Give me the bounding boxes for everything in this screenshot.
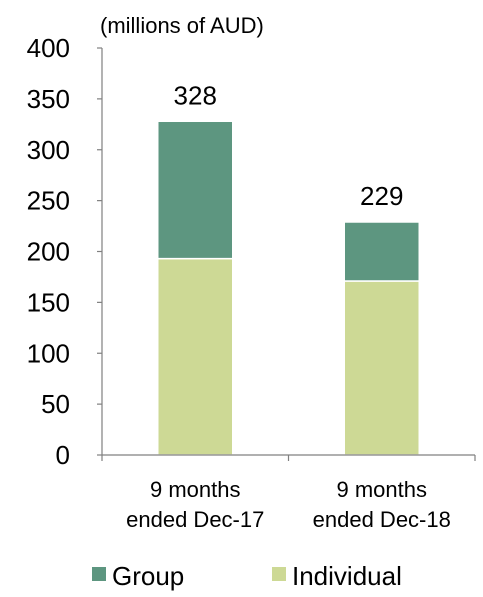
y-tick-label: 200 <box>27 237 70 267</box>
y-tick-label: 400 <box>27 33 70 63</box>
x-axis: 9 months ended Dec-17 9 months ended Dec-18 <box>101 454 476 532</box>
legend-swatch-individual <box>272 567 286 581</box>
x-category-label: ended Dec-18 <box>313 507 451 532</box>
y-tick-label: 150 <box>27 287 70 317</box>
y-tick-label: 350 <box>27 84 70 114</box>
legend-label-individual: Individual <box>292 561 402 591</box>
bars: 328 229 <box>157 80 420 456</box>
bar-group <box>343 221 420 282</box>
bar-individual <box>343 280 420 456</box>
y-tick-label: 300 <box>27 135 70 165</box>
bar-total-label: 328 <box>174 80 217 110</box>
legend-label-group: Group <box>112 561 184 591</box>
x-category-label: 9 months <box>337 477 428 502</box>
y-tick-label: 50 <box>41 389 70 419</box>
bar-group <box>157 120 234 260</box>
y-axis: 0 50 100 150 200 250 300 350 400 <box>27 33 103 470</box>
chart-unit-label: (millions of AUD) <box>100 13 264 38</box>
y-tick-label: 250 <box>27 186 70 216</box>
x-category-label: ended Dec-17 <box>126 507 264 532</box>
legend: Group Individual <box>92 561 402 591</box>
bar-individual <box>157 257 234 456</box>
x-category-label: 9 months <box>150 477 241 502</box>
bar-total-label: 229 <box>360 181 403 211</box>
y-tick-label: 100 <box>27 338 70 368</box>
y-tick-label: 0 <box>56 440 70 470</box>
legend-swatch-group <box>92 567 106 581</box>
